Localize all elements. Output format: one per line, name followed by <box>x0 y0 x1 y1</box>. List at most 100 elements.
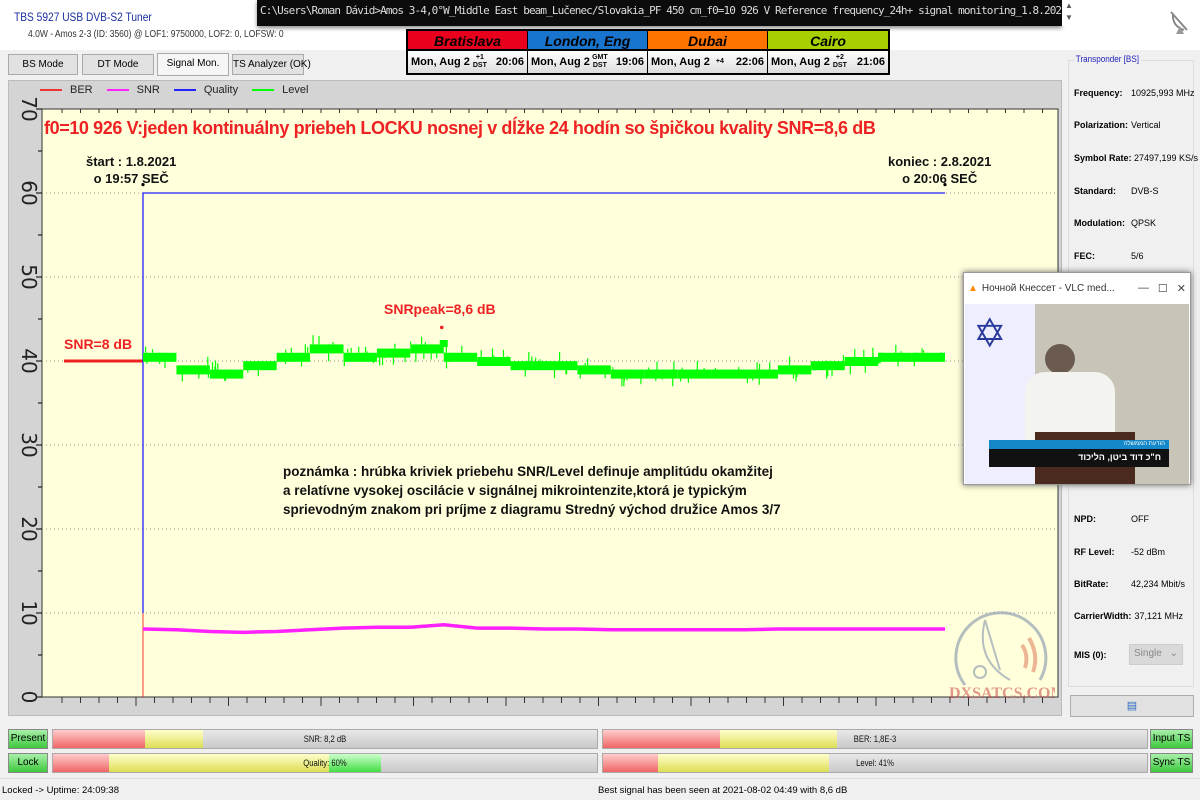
present-indicator[interactable]: Present <box>8 729 48 749</box>
legend-item: Level <box>252 84 308 96</box>
start-date: štart : 1.8.2021 <box>86 154 177 169</box>
row-value: DVB-S <box>1131 186 1159 196</box>
level-segment <box>577 365 611 375</box>
mis-select[interactable]: Single ⌄ <box>1129 644 1183 665</box>
level-segment <box>310 344 344 354</box>
clock-date: Mon, Aug 2 <box>771 56 830 68</box>
mis-row: MIS (0): <box>1074 650 1124 660</box>
legend-item: BER <box>40 84 93 96</box>
end-date: koniec : 2.8.2021 <box>888 154 992 169</box>
chevron-down-icon: ⌄ <box>1169 648 1178 659</box>
bar-yellow-zone <box>658 754 829 772</box>
row-label: CarrierWidth: <box>1074 611 1132 621</box>
console-scrollbar[interactable]: ▲ ▼ <box>1062 0 1076 26</box>
row-value: QPSK <box>1131 218 1157 228</box>
ber-bar: BER: 1,8E-3 <box>602 729 1148 749</box>
y-tick-label: 70 <box>17 96 41 121</box>
close-icon[interactable]: ✕ <box>1176 282 1186 295</box>
snr-ref-label: SNR=8 dB <box>64 336 133 352</box>
clock-city: Cairo <box>768 31 888 51</box>
clock-time: 21:06 <box>856 56 885 68</box>
row-value: OFF <box>1131 514 1149 524</box>
chart-note: poznámka : hrúbka kriviek priebehu SNR/L… <box>283 462 781 519</box>
bar-yellow-zone <box>720 730 837 748</box>
level-segment <box>343 352 377 362</box>
video-frame: ✡ הודעת הממשלה ח"כ דוד ביטן, הליכוד <box>965 304 1189 484</box>
mis-value: Single <box>1134 648 1162 659</box>
level-segment <box>243 361 277 371</box>
bar-yellow-zone <box>145 730 203 748</box>
chart-legend: BER SNR Quality Level <box>40 84 308 96</box>
bar-red-zone <box>603 754 658 772</box>
input-ts-indicator[interactable]: Input TS <box>1150 729 1193 749</box>
app-subtitle: 4.0W - Amos 2-3 (ID: 3560) @ LOF1: 97500… <box>28 29 284 40</box>
bar-red-zone <box>53 730 145 748</box>
console-window[interactable]: C:\Users\Roman Dávid>Amos 3-4,0°W_Middle… <box>257 0 1062 26</box>
bar-green-zone <box>329 754 381 772</box>
quality-bar-label: Quality: 60% <box>303 758 347 768</box>
clock-1: London, Eng Mon, Aug 2 GMT DST 19:06 <box>528 31 648 73</box>
quality-bar: Quality: 60% <box>52 753 598 773</box>
transponder-row: FEC: 5/6 <box>1074 251 1198 261</box>
clock-offset: GMT <box>592 54 608 61</box>
row-label: Symbol Rate: <box>1074 153 1132 163</box>
row-label: NPD: <box>1074 514 1096 524</box>
tab-dt-mode[interactable]: DT Mode <box>82 54 154 75</box>
level-segment <box>410 344 444 354</box>
snr-peak-label: SNRpeak=8,6 dB <box>384 301 496 317</box>
legend-item: Quality <box>173 84 239 96</box>
tab-ts-analyzer[interactable]: TS Analyzer (OK) <box>232 54 311 75</box>
note-line: sprievodným znakom pri príjme z diagramu… <box>283 502 781 517</box>
sync-ts-indicator[interactable]: Sync TS <box>1150 753 1193 773</box>
ber-bar-label: BER: 1,8E-3 <box>853 734 897 744</box>
clock-date: Mon, Aug 2 <box>411 56 470 68</box>
clock-time: 19:06 <box>615 56 644 68</box>
level-segment <box>878 352 912 362</box>
row-label: FEC: <box>1074 251 1095 261</box>
clock-offset: +4 <box>715 58 724 65</box>
snr-peak-marker <box>439 325 444 330</box>
tab-bs-mode[interactable]: BS Mode <box>8 54 78 75</box>
level-segment <box>443 352 478 362</box>
caption-text: ח"כ דוד ביטן, הליכוד <box>989 449 1169 467</box>
maximize-icon[interactable]: ☐ <box>1157 282 1168 295</box>
minimize-icon[interactable]: — <box>1137 281 1149 294</box>
row-label: RF Level: <box>1074 547 1115 557</box>
signal-chart: 0 10 20 30 40 50 60 70 <box>17 96 1059 706</box>
transponder-row: Frequency: 10925,993 MHz <box>1074 88 1198 98</box>
vlc-cone-icon: ▲ <box>968 282 978 294</box>
transponder-row: Polarization: Vertical <box>1074 120 1198 130</box>
legend-swatch <box>106 89 129 91</box>
level-segment <box>644 369 678 379</box>
panel-toggle-button[interactable]: ▤ <box>1070 695 1194 717</box>
row-value: 37,121 MHz <box>1134 611 1183 621</box>
uptime-status: Locked -> Uptime: 24:09:38 <box>2 785 119 796</box>
world-clocks: Bratislava Mon, Aug 2 +1 DST 20:06 London,… <box>406 29 890 75</box>
y-tick-label: 40 <box>17 348 41 373</box>
level-segment <box>844 357 879 366</box>
tab-signal-mon[interactable]: Signal Mon. <box>157 53 229 76</box>
legend-label: Quality <box>203 84 239 96</box>
level-bar: Level: 41% <box>602 753 1148 773</box>
clock-2: Dubai Mon, Aug 2 +4 22:06 <box>648 31 768 73</box>
dxsatcs-watermark-logo: DXSATCS.COM <box>949 611 1055 700</box>
level-segment <box>477 357 511 366</box>
snr-bar: SNR: 8,2 dB <box>52 729 598 749</box>
bar-yellow-zone <box>109 754 329 772</box>
clock-city: Bratislava <box>408 31 527 51</box>
row-value: Vertical <box>1131 120 1161 130</box>
clock-city: Dubai <box>648 31 767 51</box>
y-tick-label: 10 <box>17 600 41 625</box>
level-segment <box>209 369 244 379</box>
row-value: 10925,993 MHz <box>1131 88 1195 98</box>
caption-bar: הודעת הממשלה <box>989 440 1169 449</box>
legend-swatch <box>40 89 62 91</box>
vlc-window[interactable]: ▲ Ночной Кнессет - VLC med... — ☐ ✕ ✡ הו… <box>963 272 1191 485</box>
vlc-titlebar[interactable]: ▲ Ночной Кнессет - VLC med... — ☐ ✕ <box>964 273 1190 303</box>
speaker-body <box>1025 372 1115 442</box>
lock-indicator[interactable]: Lock <box>8 753 48 773</box>
row-label: Standard: <box>1074 186 1117 196</box>
bar-red-zone <box>603 730 720 748</box>
start-marker <box>141 183 145 187</box>
level-segment <box>711 369 745 379</box>
